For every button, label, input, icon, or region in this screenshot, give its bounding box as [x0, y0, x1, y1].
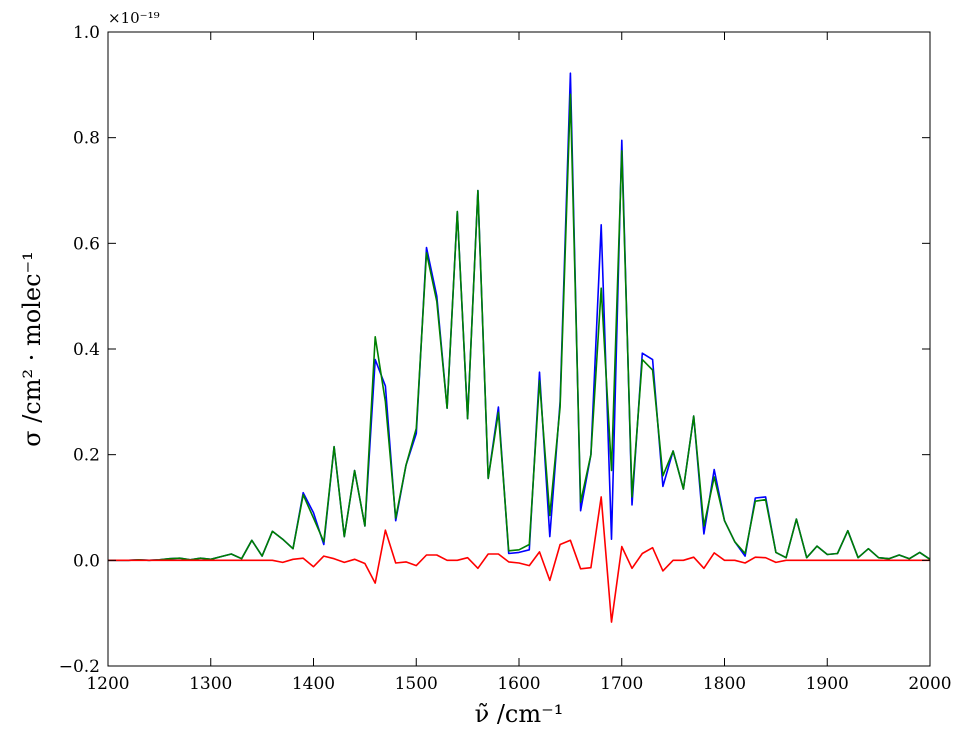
x-tick-label: 1500 [395, 674, 438, 694]
x-tick-label: 1400 [292, 674, 335, 694]
series-line-3 [108, 496, 930, 623]
x-tick-label: 2000 [908, 674, 951, 694]
y-tick-label: 1.0 [73, 23, 100, 43]
y-tick-label: −0.2 [59, 657, 100, 677]
x-tick-label: 1300 [189, 674, 232, 694]
x-tick-label: 1600 [497, 674, 540, 694]
series-line-2 [108, 93, 931, 562]
y-tick-label: 0.0 [73, 551, 100, 571]
y-tick-label: 0.6 [73, 234, 100, 254]
y-tick-label: 0.4 [73, 340, 100, 360]
x-tick-label: 1700 [600, 674, 643, 694]
x-tick-label: 1800 [703, 674, 746, 694]
x-axis-label: ν̃ /cm⁻¹ [475, 700, 564, 728]
series-layer [108, 72, 931, 623]
y-tick-label: 0.2 [73, 446, 100, 466]
x-tick-label: 1900 [806, 674, 849, 694]
series-line-1 [108, 72, 931, 562]
tick-layer: 1200 1300 1400 1500 1600 1700 1800 1900 2000 −0.2… [59, 23, 952, 694]
y-scale-label: ×10⁻¹⁹ [108, 9, 160, 27]
plot-frame [107, 31, 931, 667]
y-tick-label: 0.8 [73, 129, 100, 149]
x-tick-label: 1200 [86, 674, 129, 694]
y-axis-label: σ /cm² · molec⁻¹ [18, 251, 46, 447]
